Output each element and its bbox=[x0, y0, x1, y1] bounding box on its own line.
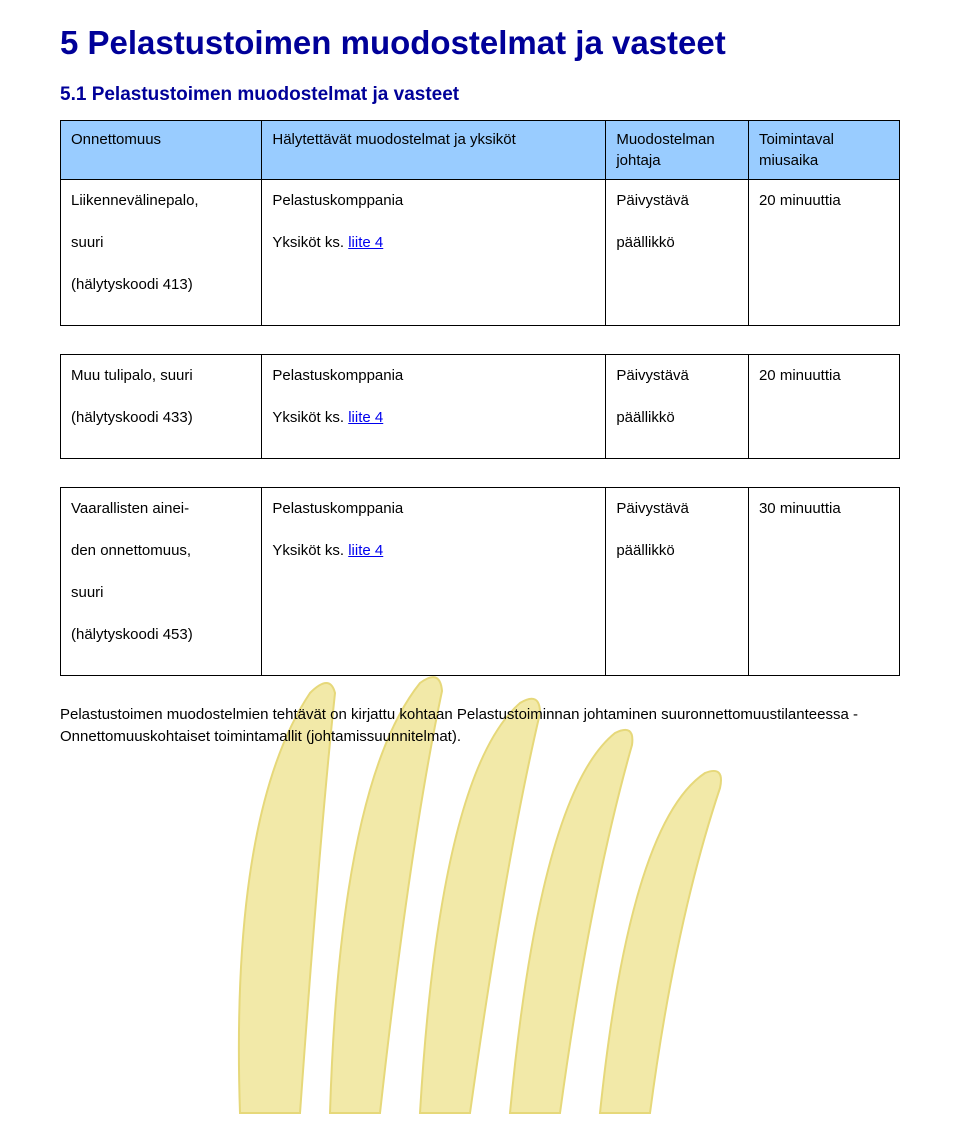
cell-time: 20 minuuttia bbox=[748, 355, 899, 459]
header-col3-l1: Muodostelman bbox=[616, 131, 714, 148]
table-row: Liikennevälinepalo, suuri (hälytyskoodi … bbox=[61, 180, 900, 326]
txt: Yksiköt ks. bbox=[272, 542, 348, 559]
header-col2: Hälytettävät muodostelmat ja yksiköt bbox=[262, 121, 606, 180]
header-col4-l1: Toimintaval bbox=[759, 131, 834, 148]
txt: Pelastuskomppania bbox=[272, 500, 403, 517]
cell-leader: Päivystävä päällikkö bbox=[606, 180, 749, 326]
txt: 20 minuuttia bbox=[759, 192, 841, 209]
cell-units: Pelastuskomppania Yksiköt ks. liite 4 bbox=[262, 355, 606, 459]
cell-units: Pelastuskomppania Yksiköt ks. liite 4 bbox=[262, 180, 606, 326]
txt: Päivystävä bbox=[616, 500, 689, 517]
txt: päällikkö bbox=[616, 542, 674, 559]
footer-paragraph: Pelastustoimen muodostelmien tehtävät on… bbox=[60, 704, 900, 748]
page: 5 Pelastustoimen muodostelmat ja vasteet… bbox=[0, 0, 960, 803]
heading-sub: 5.1 Pelastustoimen muodostelmat ja vaste… bbox=[60, 84, 900, 106]
txt: den onnettomuus, bbox=[71, 542, 191, 559]
table-header-row: Onnettomuus Hälytettävät muodostelmat ja… bbox=[61, 121, 900, 180]
cell-units: Pelastuskomppania Yksiköt ks. liite 4 bbox=[262, 488, 606, 676]
txt: Yksiköt ks. bbox=[272, 409, 348, 426]
cell-time: 30 minuuttia bbox=[748, 488, 899, 676]
cell-accident: Liikennevälinepalo, suuri (hälytyskoodi … bbox=[61, 180, 262, 326]
txt: päällikkö bbox=[616, 409, 674, 426]
txt: (hälytyskoodi 413) bbox=[71, 276, 193, 293]
cell-leader: Päivystävä päällikkö bbox=[606, 355, 749, 459]
txt: päällikkö bbox=[616, 234, 674, 251]
txt: Liikennevälinepalo, bbox=[71, 192, 199, 209]
txt: Yksiköt ks. bbox=[272, 234, 348, 251]
header-col4-l2: miusaika bbox=[759, 152, 818, 169]
header-col3-l2: johtaja bbox=[616, 152, 660, 169]
txt: (hälytyskoodi 453) bbox=[71, 626, 193, 643]
txt: Pelastuskomppania bbox=[272, 367, 403, 384]
attachment-link[interactable]: liite 4 bbox=[348, 234, 383, 251]
heading-main: 5 Pelastustoimen muodostelmat ja vasteet bbox=[60, 24, 900, 62]
txt: Vaarallisten ainei- bbox=[71, 500, 189, 517]
header-col4: Toimintaval miusaika bbox=[748, 121, 899, 180]
cell-time: 20 minuuttia bbox=[748, 180, 899, 326]
table-2: Muu tulipalo, suuri (hälytyskoodi 433) P… bbox=[60, 354, 900, 459]
header-col3: Muodostelman johtaja bbox=[606, 121, 749, 180]
cell-accident: Vaarallisten ainei- den onnettomuus, suu… bbox=[61, 488, 262, 676]
txt: Päivystävä bbox=[616, 192, 689, 209]
header-col1: Onnettomuus bbox=[61, 121, 262, 180]
cell-leader: Päivystävä päällikkö bbox=[606, 488, 749, 676]
attachment-link[interactable]: liite 4 bbox=[348, 409, 383, 426]
txt: Päivystävä bbox=[616, 367, 689, 384]
table-3: Vaarallisten ainei- den onnettomuus, suu… bbox=[60, 487, 900, 676]
txt: Muu tulipalo, suuri bbox=[71, 367, 193, 384]
txt: (hälytyskoodi 433) bbox=[71, 409, 193, 426]
cell-accident: Muu tulipalo, suuri (hälytyskoodi 433) bbox=[61, 355, 262, 459]
table-row: Vaarallisten ainei- den onnettomuus, suu… bbox=[61, 488, 900, 676]
attachment-link[interactable]: liite 4 bbox=[348, 542, 383, 559]
txt: 20 minuuttia bbox=[759, 367, 841, 384]
txt: 30 minuuttia bbox=[759, 500, 841, 517]
table-1: Onnettomuus Hälytettävät muodostelmat ja… bbox=[60, 120, 900, 326]
txt: Pelastuskomppania bbox=[272, 192, 403, 209]
txt: suuri bbox=[71, 584, 104, 601]
txt: suuri bbox=[71, 234, 104, 251]
table-row: Muu tulipalo, suuri (hälytyskoodi 433) P… bbox=[61, 355, 900, 459]
